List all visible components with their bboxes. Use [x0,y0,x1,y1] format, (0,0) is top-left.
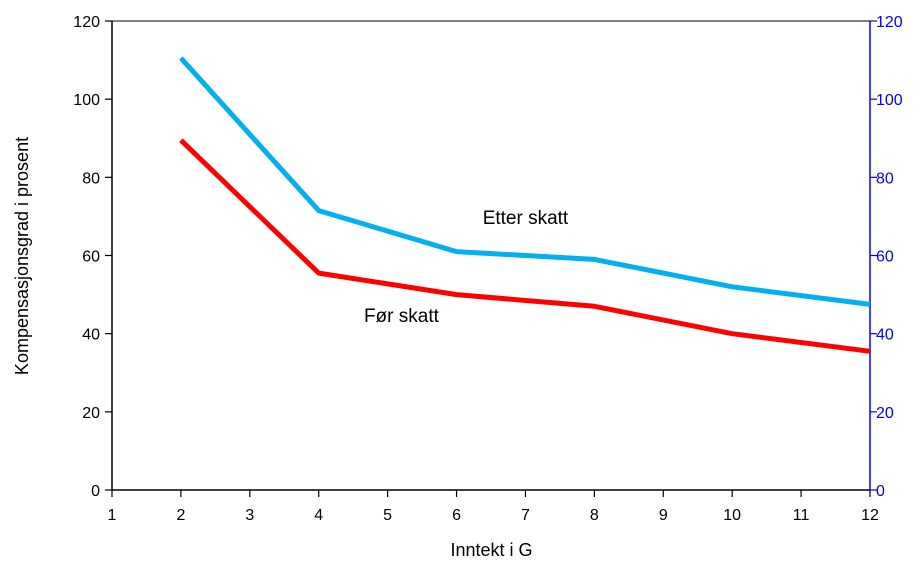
x-tick-label: 5 [383,507,392,524]
x-tick-label: 7 [521,507,530,524]
series-lines [179,56,871,354]
y-tick-label-right: 60 [876,249,894,266]
x-tick-label: 12 [861,507,879,524]
y-tick-label-right: 80 [876,170,894,187]
x-tick-label: 10 [723,507,741,524]
annotation-for-skatt: Før skatt [364,306,440,327]
series-line-for-skatt [179,138,871,354]
series-line-etter-skatt [179,56,871,307]
y-tick-label-left: 40 [82,327,100,344]
x-tick-label: 11 [793,507,810,524]
y-tick-label-left: 20 [82,405,100,422]
annotations: Etter skatt Før skatt [364,208,569,327]
x-tick-label: 4 [314,507,323,524]
x-tick-label: 6 [452,507,461,524]
annotation-etter-skatt: Etter skatt [483,208,569,229]
y-axis-title: Kompensasjonsgrad i prosent [12,137,32,375]
x-tick-label: 3 [245,507,254,524]
x-tick-label: 8 [590,507,599,524]
y-tick-label-right: 40 [876,327,894,344]
x-tick-label: 9 [659,507,668,524]
y-tick-label-right: 20 [876,405,894,422]
y-tick-label-left: 60 [82,249,100,266]
y-tick-label-left: 80 [82,170,100,187]
y-tick-label-right: 100 [876,92,903,109]
y-tick-label-left: 120 [73,14,100,31]
x-tick-label: 2 [176,507,185,524]
x-tick-label: 1 [108,507,117,524]
y-tick-label-left: 0 [91,483,100,500]
x-axis-title: Inntekt i G [450,540,532,560]
y-tick-label-right: 120 [876,14,903,31]
y-tick-label-right: 0 [876,483,885,500]
y-tick-label-left: 100 [73,92,100,109]
